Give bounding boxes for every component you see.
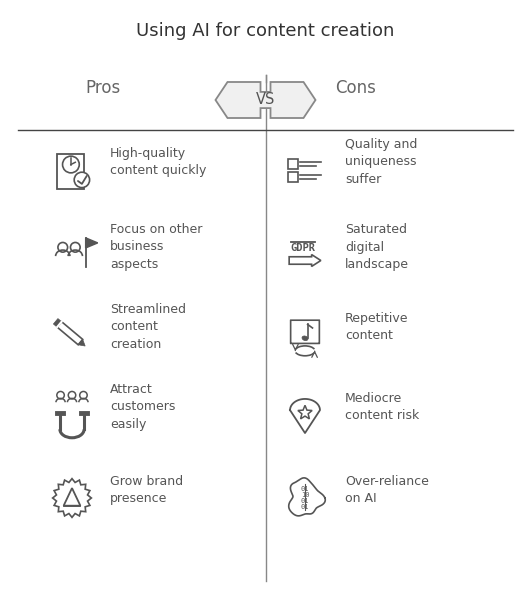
Text: Mediocre
content risk: Mediocre content risk [345,392,419,423]
Text: Quality and
uniqueness
suffer: Quality and uniqueness suffer [345,138,417,186]
Text: 01: 01 [301,504,309,510]
Ellipse shape [302,336,308,341]
Text: VS: VS [256,93,275,108]
Text: Attract
customers
easily: Attract customers easily [110,383,175,431]
Text: Over-reliance
on AI: Over-reliance on AI [345,475,429,505]
Text: Repetitive
content: Repetitive content [345,312,408,342]
Polygon shape [85,238,98,248]
Text: 01: 01 [301,486,309,492]
Text: Using AI for content creation: Using AI for content creation [136,22,395,40]
Text: Cons: Cons [335,79,376,97]
Text: High-quality
content quickly: High-quality content quickly [110,147,207,177]
Polygon shape [54,319,62,327]
Polygon shape [216,82,315,118]
Polygon shape [78,340,85,346]
Text: Streamlined
content
creation: Streamlined content creation [110,303,186,351]
Text: 01: 01 [301,498,309,504]
Text: Focus on other
business
aspects: Focus on other business aspects [110,223,202,271]
Text: Saturated
digital
landscape: Saturated digital landscape [345,223,409,271]
Text: GDPR: GDPR [291,243,316,253]
Text: 10: 10 [301,492,309,498]
Text: Pros: Pros [85,79,120,97]
Text: Grow brand
presence: Grow brand presence [110,475,183,505]
Circle shape [74,172,90,188]
